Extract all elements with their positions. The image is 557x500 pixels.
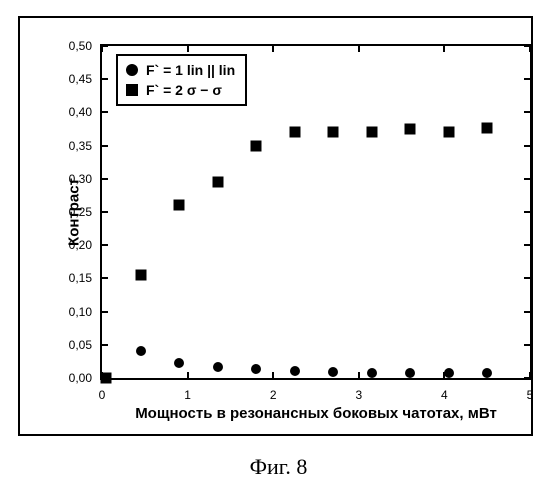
y-tick [524, 344, 532, 346]
y-tick-label: 0,35 [69, 139, 92, 153]
x-tick [272, 372, 274, 380]
y-tick [100, 277, 108, 279]
x-tick-label: 5 [527, 388, 534, 402]
data-point-square [174, 200, 185, 211]
y-tick-label: 0,45 [69, 72, 92, 86]
y-tick-label: 0,25 [69, 205, 92, 219]
data-point-square [366, 127, 377, 138]
figure-wrapper: F` = 1 lin || lin F` = 2 σ − σ Мощность … [0, 0, 557, 500]
outer-frame: F` = 1 lin || lin F` = 2 σ − σ Мощность … [18, 16, 533, 436]
data-point-circle [136, 346, 146, 356]
y-tick [100, 145, 108, 147]
y-tick [524, 111, 532, 113]
data-point-circle [174, 358, 184, 368]
data-point-square [482, 122, 493, 133]
y-tick-label: 0,00 [69, 371, 92, 385]
data-point-circle [367, 368, 377, 378]
x-tick [358, 44, 360, 52]
data-point-circle [444, 368, 454, 378]
plot-area: F` = 1 lin || lin F` = 2 σ − σ Мощность … [100, 44, 532, 380]
figure-caption: Фиг. 8 [0, 454, 557, 480]
data-point-circle [405, 368, 415, 378]
y-tick [524, 244, 532, 246]
legend-label: F` = 2 σ − σ [146, 80, 222, 100]
circle-marker-icon [126, 64, 138, 76]
y-tick-label: 0,20 [69, 238, 92, 252]
y-tick [524, 311, 532, 313]
data-point-square [328, 127, 339, 138]
square-marker-icon [126, 84, 138, 96]
y-tick [524, 45, 532, 47]
y-tick [524, 277, 532, 279]
x-tick-label: 4 [441, 388, 448, 402]
legend-item: F` = 2 σ − σ [126, 80, 235, 100]
y-tick [524, 78, 532, 80]
y-tick [100, 45, 108, 47]
y-tick-label: 0,40 [69, 105, 92, 119]
x-tick [187, 44, 189, 52]
data-point-circle [482, 368, 492, 378]
x-tick-label: 3 [355, 388, 362, 402]
y-tick [100, 78, 108, 80]
legend-label: F` = 1 lin || lin [146, 60, 235, 80]
legend-item: F` = 1 lin || lin [126, 60, 235, 80]
y-tick-label: 0,10 [69, 305, 92, 319]
y-tick-label: 0,30 [69, 172, 92, 186]
y-tick [524, 211, 532, 213]
y-tick [524, 178, 532, 180]
data-point-square [101, 373, 112, 384]
y-tick [100, 211, 108, 213]
x-tick-label: 0 [99, 388, 106, 402]
y-tick [524, 145, 532, 147]
x-tick-label: 2 [270, 388, 277, 402]
y-tick-label: 0,05 [69, 338, 92, 352]
data-point-square [212, 177, 223, 188]
y-tick [100, 344, 108, 346]
x-tick [358, 372, 360, 380]
x-tick [272, 44, 274, 52]
data-point-circle [213, 362, 223, 372]
data-point-circle [290, 366, 300, 376]
data-point-circle [251, 364, 261, 374]
x-axis-title: Мощность в резонансных боковых чатотах, … [102, 405, 530, 422]
legend-box: F` = 1 lin || lin F` = 2 σ − σ [116, 54, 247, 106]
y-tick [524, 377, 532, 379]
y-tick [100, 311, 108, 313]
data-point-square [405, 124, 416, 135]
y-tick-label: 0,15 [69, 271, 92, 285]
y-tick [100, 178, 108, 180]
y-tick-label: 0,50 [69, 39, 92, 53]
data-point-square [289, 127, 300, 138]
data-point-circle [328, 367, 338, 377]
y-tick [100, 111, 108, 113]
x-tick-label: 1 [184, 388, 191, 402]
x-tick [187, 372, 189, 380]
data-point-square [135, 270, 146, 281]
data-point-square [443, 127, 454, 138]
y-tick [100, 244, 108, 246]
x-tick [443, 44, 445, 52]
data-point-square [251, 140, 262, 151]
